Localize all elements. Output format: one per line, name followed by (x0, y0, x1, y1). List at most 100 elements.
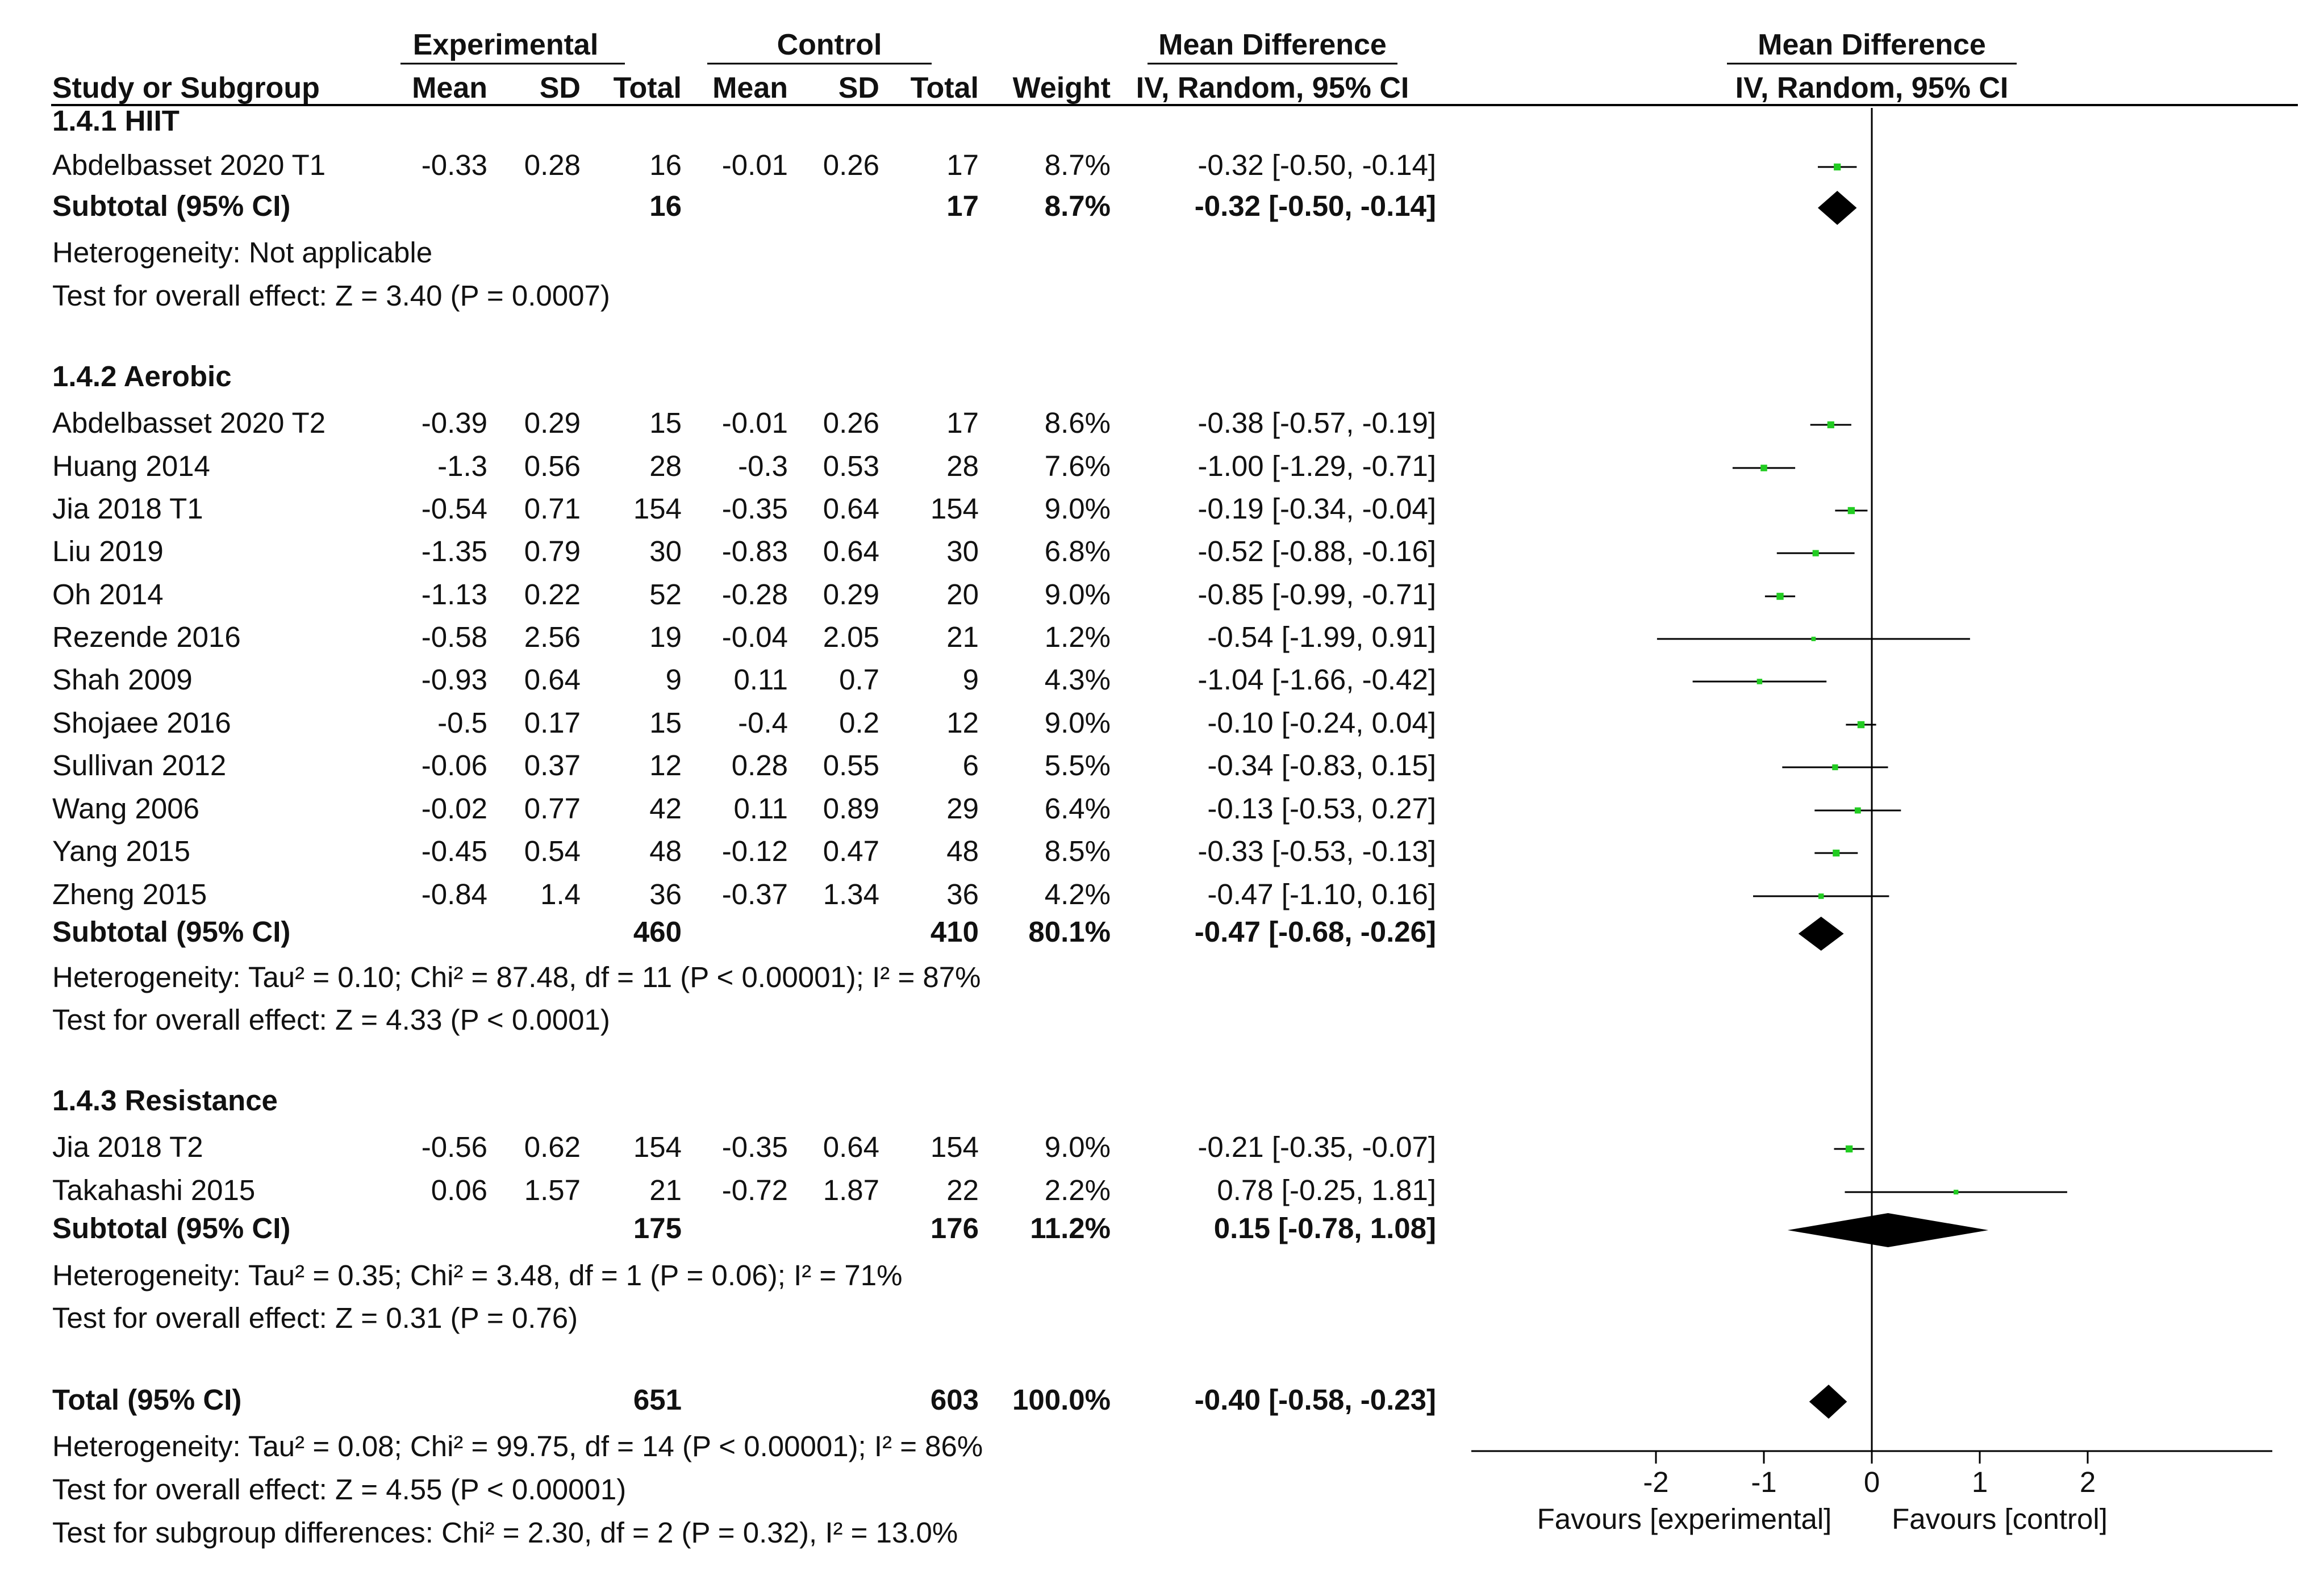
column-header: Mean (412, 72, 487, 105)
study-e-mean: -0.84 (422, 878, 487, 910)
subgroup-note: Heterogeneity: Not applicable (52, 236, 432, 269)
study-c-n: 12 (946, 707, 979, 739)
column-header: SD (540, 72, 581, 105)
study-c-mean: -0.35 (722, 1131, 788, 1163)
study-c-sd: 0.7 (839, 663, 879, 696)
study-weight: 1.2% (1045, 621, 1111, 653)
study-e-mean: -1.35 (422, 535, 487, 567)
study-weight: 8.6% (1045, 407, 1111, 439)
column-headers: Study or Subgroup Mean SD Total Mean SD Total W… (52, 72, 1409, 105)
study-e-sd: 0.71 (524, 492, 581, 525)
study-c-mean: -0.4 (738, 707, 788, 739)
study-e-n: 154 (633, 492, 682, 525)
subtotal-ci: 0.15 [-0.78, 1.08] (1214, 1212, 1436, 1244)
study-c-sd: 0.89 (823, 792, 879, 825)
subtotal-weight: 11.2% (1030, 1212, 1111, 1244)
study-c-sd: 0.64 (823, 1131, 879, 1163)
study-name: Shojaee 2016 (52, 707, 231, 739)
study-c-mean: 0.11 (734, 663, 788, 696)
x-tick-label: -1 (1751, 1466, 1776, 1498)
study-point-square (1845, 1145, 1853, 1153)
column-header: SD (838, 72, 879, 105)
x-axis: -2 -1 0 1 2 Favours [experimental] Favours [co… (1471, 1450, 2272, 1535)
study-c-mean: -0.01 (722, 149, 788, 181)
study-ci: -0.38 [-0.57, -0.19] (1198, 407, 1436, 439)
total-note: Heterogeneity: Tau² = 0.08; Chi² = 99.75… (52, 1430, 983, 1462)
study-weight: 4.2% (1045, 878, 1111, 910)
study-name: Rezende 2016 (52, 621, 241, 653)
table-rows: 1.4.1 HIIT Abdelbasset 2020 T1 -0.33 0.28 16… (52, 105, 1436, 1549)
study-name: Sullivan 2012 (52, 749, 226, 781)
study-c-n: 22 (946, 1174, 979, 1206)
study-ci: -0.32 [-0.50, -0.14] (1198, 149, 1436, 181)
study-e-sd: 0.37 (524, 749, 581, 781)
study-name: Shah 2009 (52, 663, 193, 696)
study-point-square (1854, 807, 1861, 814)
study-c-n: 154 (931, 1131, 979, 1163)
study-point-square (1827, 421, 1834, 429)
subtotal-label: Subtotal (95% CI) (52, 916, 290, 948)
study-e-sd: 0.77 (524, 792, 581, 825)
study-weight: 9.0% (1045, 1131, 1111, 1163)
study-e-mean: 0.06 (431, 1174, 487, 1206)
study-c-sd: 0.26 (823, 149, 879, 181)
study-point-square (1756, 679, 1763, 684)
study-ci: -0.52 [-0.88, -0.16] (1198, 535, 1436, 567)
study-e-n: 15 (649, 707, 682, 739)
study-c-mean: -0.83 (722, 535, 788, 567)
study-weight: 4.3% (1045, 663, 1111, 696)
study-ci: -0.19 [-0.34, -0.04] (1198, 492, 1436, 525)
study-c-mean: -0.01 (722, 407, 788, 439)
study-e-mean: -0.06 (422, 749, 487, 781)
subtotal-e-n: 175 (633, 1212, 682, 1244)
study-point-square (1833, 849, 1840, 857)
total-note: Test for overall effect: Z = 4.55 (P < 0… (52, 1473, 626, 1506)
subtotal-label: Subtotal (95% CI) (52, 1212, 290, 1244)
study-e-mean: -0.45 (422, 835, 487, 867)
plot-marks (1657, 108, 2067, 1451)
study-e-mean: -1.13 (422, 578, 487, 611)
study-name: Zheng 2015 (52, 878, 207, 910)
study-c-sd: 0.55 (823, 749, 879, 781)
subgroup-note: Heterogeneity: Tau² = 0.35; Chi² = 3.48,… (52, 1259, 902, 1291)
study-e-n: 21 (649, 1174, 682, 1206)
study-c-sd: 0.64 (823, 492, 879, 525)
header-mean-difference-text: Mean Difference (1158, 28, 1387, 61)
x-tick-label: -2 (1643, 1466, 1668, 1498)
study-e-n: 30 (649, 535, 682, 567)
study-point-square (1811, 637, 1816, 641)
study-e-n: 154 (633, 1131, 682, 1163)
study-weight: 9.0% (1045, 578, 1111, 611)
subtotal-e-n: 16 (649, 190, 682, 222)
study-ci: -0.47 [-1.10, 0.16] (1207, 878, 1436, 910)
study-c-sd: 0.29 (823, 578, 879, 611)
column-header: Weight (1013, 72, 1111, 105)
study-point-square (1834, 163, 1841, 171)
header-mean-difference-plot: Mean Difference (1758, 28, 1986, 61)
subgroup-note: Test for overall effect: Z = 3.40 (P = 0… (52, 279, 610, 312)
study-point-square (1847, 507, 1855, 515)
subtotal-label: Subtotal (95% CI) (52, 190, 290, 222)
study-e-n: 15 (649, 407, 682, 439)
study-c-n: 28 (946, 450, 979, 482)
study-c-mean: -0.12 (722, 835, 788, 867)
total-ci: -0.40 [-0.58, -0.23] (1195, 1383, 1436, 1416)
study-e-mean: -0.02 (422, 792, 487, 825)
study-c-sd: 1.87 (823, 1174, 879, 1206)
study-e-sd: 1.4 (540, 878, 581, 910)
column-header: Mean (712, 72, 788, 105)
study-weight: 5.5% (1045, 749, 1111, 781)
study-c-sd: 0.64 (823, 535, 879, 567)
study-e-mean: -0.39 (422, 407, 487, 439)
study-c-mean: -0.37 (722, 878, 788, 910)
study-e-n: 28 (649, 450, 682, 482)
study-c-mean: -0.3 (738, 450, 788, 482)
header-plot-method: IV, Random, 95% CI (1735, 72, 2009, 105)
study-c-n: 20 (946, 578, 979, 611)
study-e-n: 36 (649, 878, 682, 910)
study-name: Liu 2019 (52, 535, 164, 567)
x-tick-label: 0 (1864, 1466, 1880, 1498)
study-weight: 9.0% (1045, 492, 1111, 525)
study-c-n: 9 (963, 663, 979, 696)
study-weight: 7.6% (1045, 450, 1111, 482)
